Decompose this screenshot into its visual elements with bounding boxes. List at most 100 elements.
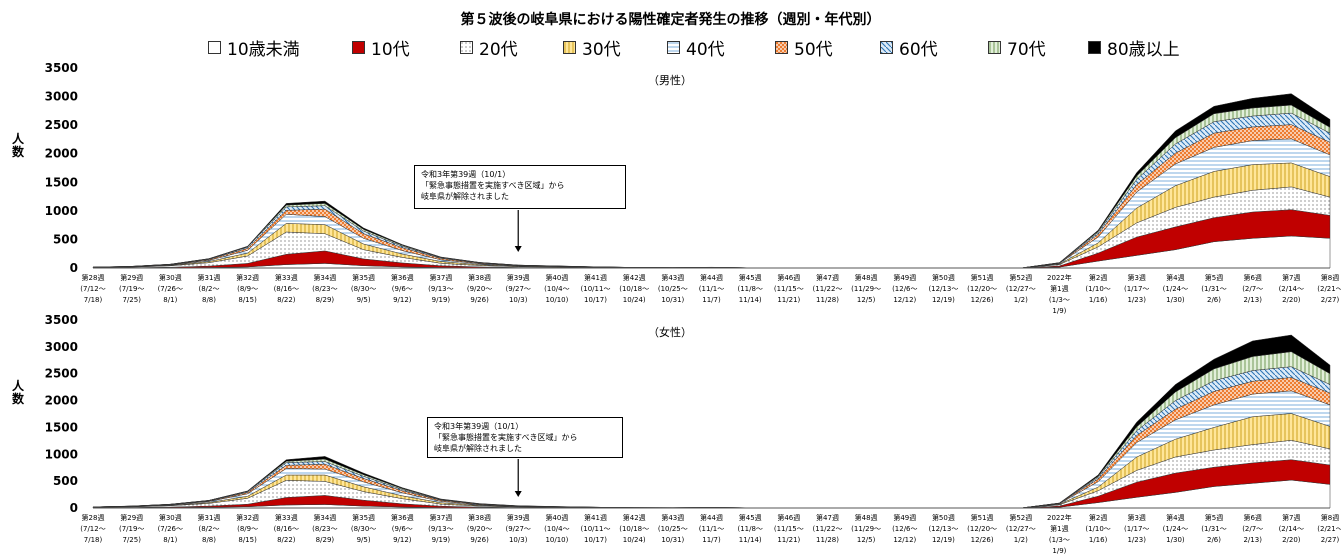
legend-label: 10代 [371, 39, 410, 60]
legend-swatch [775, 40, 788, 54]
legend-item: 50代 [775, 36, 833, 60]
annotation-arrowhead [514, 246, 522, 252]
x-tick-label: 第47週(11/22～ 11/28) [813, 513, 843, 544]
x-tick-label: 第8週(2/21～ 2/27) [1317, 513, 1341, 544]
panel-subtitle: （男性） [648, 73, 692, 87]
y-tick-label: 1000 [45, 447, 78, 461]
y-axis-label-male: 人数 [11, 132, 24, 159]
x-tick-label: 第36週(9/6～ 9/12) [391, 513, 414, 544]
legend-item: 20代 [460, 36, 518, 60]
y-tick-label: 500 [53, 232, 78, 246]
annotation-line: 令和3年第39週（10/1） [421, 170, 511, 179]
x-tick-label: 第39週(9/27～ 10/3) [505, 273, 530, 304]
x-tick-label: 第50週(12/13～ 12/19) [928, 273, 958, 304]
x-tick-label: 第37週(9/13～ 9/19) [428, 273, 453, 304]
legend-swatch [1088, 40, 1101, 54]
x-tick-label: 第43週(10/25～ 10/31) [658, 513, 688, 544]
x-tick-label: 第2週(1/10～ 1/16) [1085, 513, 1110, 544]
legend-label: 20代 [479, 39, 518, 60]
x-tick-label: 第5週(1/31～ 2/6) [1201, 273, 1226, 304]
x-tick-label: 第38週(9/20～ 9/26) [467, 273, 492, 304]
x-tick-label: 第8週(2/21～ 2/27) [1317, 273, 1341, 304]
legend-item: 30代 [563, 36, 621, 60]
annotation-line: 「緊急事態措置を実施すべき区域」から [421, 181, 565, 190]
annotation-line: 岐阜県が解除されました [421, 192, 509, 201]
x-tick-label: 第33週(8/16～ 8/22) [274, 273, 299, 304]
x-tick-label: 第2週(1/10～ 1/16) [1085, 273, 1110, 304]
y-tick-label: 0 [70, 501, 78, 515]
x-tick-label: 第34週(8/23～ 8/29) [312, 273, 337, 304]
x-tick-label: 第36週(9/6～ 9/12) [391, 273, 414, 304]
legend-label: 40代 [686, 39, 725, 60]
x-tick-label: 第5週(1/31～ 2/6) [1201, 513, 1226, 544]
x-tick-label: 第45週(11/8～ 11/14) [737, 273, 762, 304]
x-tick-label: 第7週(2/14～ 2/20) [1279, 273, 1304, 304]
y-tick-label: 1500 [45, 420, 78, 434]
x-tick-label: 第28週(7/12～ 7/18) [80, 513, 105, 544]
series-area [92, 334, 1331, 509]
y-tick-label: 1000 [45, 204, 78, 218]
x-tick-label: 第34週(8/23～ 8/29) [312, 513, 337, 544]
legend-label: 80歳以上 [1107, 39, 1180, 60]
x-tick-label: 第48週(11/29～ 12/5) [851, 513, 881, 544]
x-tick-label: 第30週(7/26～ 8/1) [158, 273, 183, 304]
x-tick-label: 第48週(11/29～ 12/5) [851, 273, 881, 304]
x-tick-label: 第42週(10/18～ 10/24) [619, 273, 649, 304]
x-tick-label: 第49週(12/6～ 12/12) [892, 273, 917, 304]
x-tick-label: 第3週(1/17～ 1/23) [1124, 273, 1149, 304]
x-tick-label: 第37週(9/13～ 9/19) [428, 513, 453, 544]
x-tick-label: 第52週(12/27～ 1/2) [1006, 273, 1036, 304]
x-tick-label: 第46週(11/15～ 11/21) [774, 273, 804, 304]
annotation-line: 令和3年第39週（10/1） [434, 422, 524, 431]
legend-swatch [208, 40, 221, 54]
x-tick-label: 第39週(9/27～ 10/3) [505, 513, 530, 544]
x-tick-label: 第6週(2/7～ 2/13) [1242, 273, 1263, 304]
x-tick-label: 第51週(12/20～ 12/26) [967, 273, 997, 304]
x-tick-label: 第28週(7/12～ 7/18) [80, 273, 105, 304]
x-tick-label: 第47週(11/22～ 11/28) [813, 273, 843, 304]
x-tick-label: 第50週(12/13～ 12/19) [928, 513, 958, 544]
chart-panel: 0 500 1000 1500 2000 2500 3000 3500 第28週(7/12～ 7/… [45, 313, 1341, 554]
x-tick-label: 第32週(8/9～ 8/15) [236, 513, 259, 544]
legend: 10歳未満 10代 20代 30代 40代 50代 60代 70代 80歳以上 [0, 36, 1341, 60]
y-tick-label: 2000 [45, 394, 78, 408]
x-tick-label: 第42週(10/18～ 10/24) [619, 513, 649, 544]
y-tick-label: 3000 [45, 90, 78, 104]
x-tick-label: 第44週(11/1～ 11/7) [699, 513, 724, 544]
annotation-arrowhead [514, 491, 522, 497]
legend-swatch [460, 40, 473, 54]
legend-item: 80歳以上 [1088, 36, 1180, 60]
annotation-box-female: 令和3年第39週（10/1） 「緊急事態措置を実施すべき区域」から 岐阜県が解除… [427, 417, 623, 458]
x-tick-label: 第41週(10/11～ 10/17) [581, 513, 611, 544]
x-tick-label: 第52週(12/27～ 1/2) [1006, 513, 1036, 544]
x-tick-label: 第35週(8/30～ 9/5) [351, 273, 376, 304]
legend-label: 30代 [582, 39, 621, 60]
x-tick-label: 第7週(2/14～ 2/20) [1279, 513, 1304, 544]
x-tick-label: 第49週(12/6～ 12/12) [892, 513, 917, 544]
legend-item: 10代 [352, 36, 410, 60]
legend-swatch [352, 40, 365, 54]
x-tick-label: 第46週(11/15～ 11/21) [774, 513, 804, 544]
y-tick-label: 2000 [45, 147, 78, 161]
legend-swatch [563, 40, 576, 54]
x-tick-label: 第38週(9/20～ 9/26) [467, 513, 492, 544]
series-area [92, 93, 1331, 269]
x-tick-label: 第29週(7/19～ 7/25) [119, 513, 144, 544]
x-tick-label: 第45週(11/8～ 11/14) [737, 513, 762, 544]
x-tick-label: 第4週(1/24～ 1/30) [1163, 513, 1188, 544]
legend-label: 50代 [794, 39, 833, 60]
y-axis-label-female: 人数 [11, 379, 24, 406]
y-tick-label: 3500 [45, 61, 78, 75]
y-tick-label: 500 [53, 474, 78, 488]
x-tick-label: 第43週(10/25～ 10/31) [658, 273, 688, 304]
y-tick-label: 0 [70, 261, 78, 275]
x-tick-label: 第33週(8/16～ 8/22) [274, 513, 299, 544]
legend-item: 70代 [988, 36, 1046, 60]
legend-item: 10歳未満 [208, 36, 300, 60]
x-tick-label: 第6週(2/7～ 2/13) [1242, 513, 1263, 544]
y-tick-label: 3500 [45, 313, 78, 327]
x-tick-label: 第40週(10/4～ 10/10) [544, 273, 569, 304]
legend-swatch [988, 40, 1001, 54]
y-tick-label: 2500 [45, 118, 78, 132]
x-tick-label: 第4週(1/24～ 1/30) [1163, 273, 1188, 304]
